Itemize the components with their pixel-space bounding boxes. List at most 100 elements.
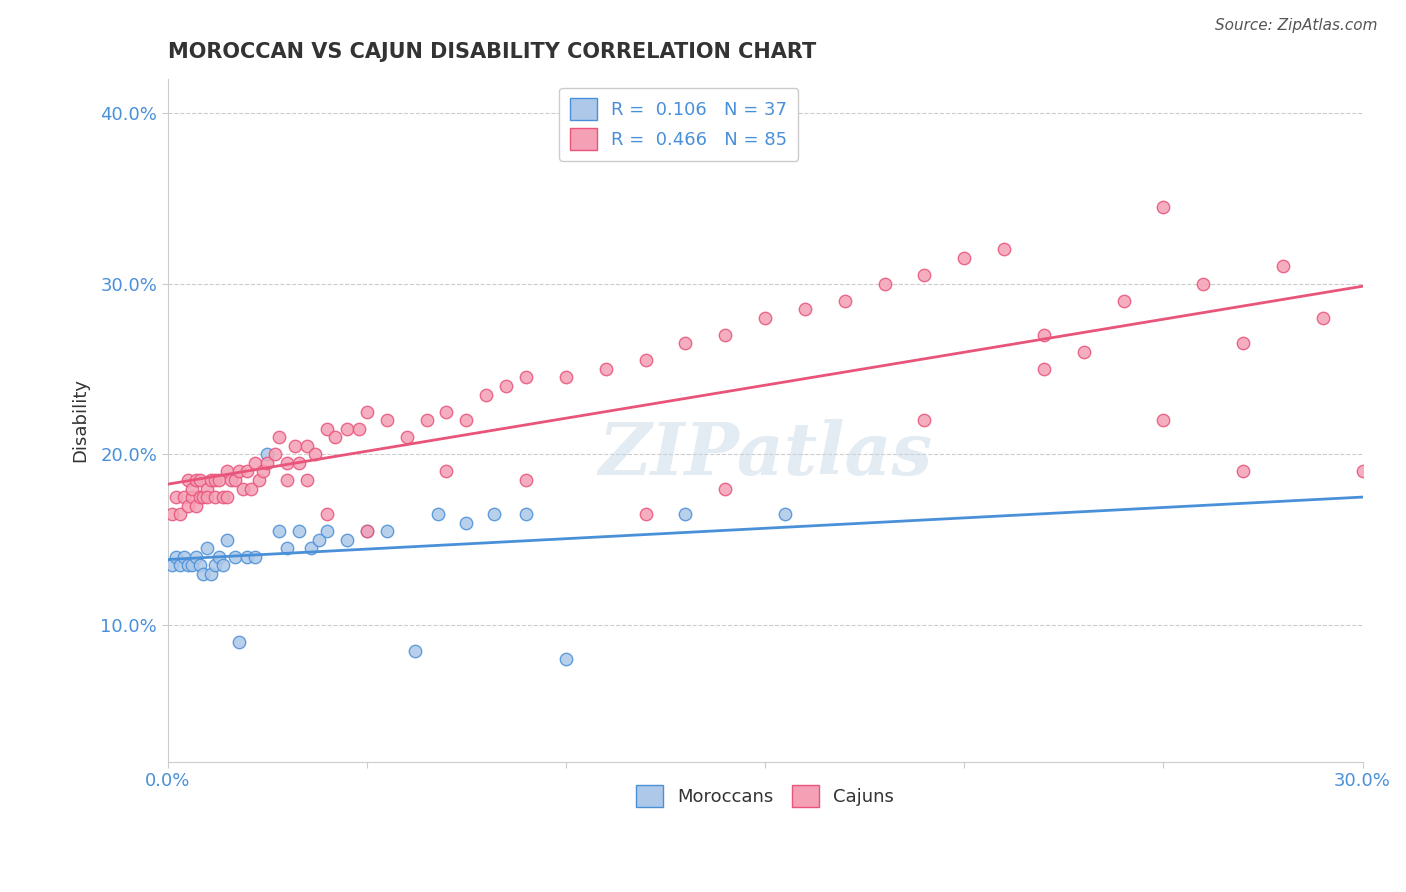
Cajuns	[295, 473, 318, 487]
Cajuns	[228, 464, 250, 478]
Moroccans	[316, 524, 339, 539]
Moroccans	[193, 566, 215, 581]
Cajuns	[208, 473, 231, 487]
Moroccans	[427, 507, 450, 521]
Moroccans	[184, 549, 207, 564]
Cajuns	[356, 524, 378, 539]
Cajuns	[1112, 293, 1135, 308]
Moroccans	[336, 533, 359, 547]
Cajuns	[634, 353, 657, 368]
Cajuns	[595, 362, 617, 376]
Moroccans	[276, 541, 298, 556]
Moroccans	[224, 549, 246, 564]
Moroccans	[269, 524, 291, 539]
Cajuns	[1312, 310, 1334, 325]
Moroccans	[356, 524, 378, 539]
Moroccans	[773, 507, 796, 521]
Moroccans	[200, 566, 222, 581]
Moroccans	[236, 549, 259, 564]
Cajuns	[415, 413, 437, 427]
Cajuns	[200, 473, 222, 487]
Cajuns	[256, 456, 278, 470]
Cajuns	[188, 473, 211, 487]
Cajuns	[165, 490, 187, 504]
Cajuns	[316, 507, 339, 521]
Cajuns	[284, 439, 307, 453]
Cajuns	[675, 336, 697, 351]
Cajuns	[252, 464, 274, 478]
Cajuns	[495, 379, 517, 393]
Cajuns	[993, 243, 1015, 257]
Cajuns	[714, 482, 737, 496]
Moroccans	[197, 541, 219, 556]
Moroccans	[217, 533, 239, 547]
Cajuns	[912, 413, 935, 427]
Cajuns	[336, 422, 359, 436]
Cajuns	[264, 447, 287, 461]
Cajuns	[204, 490, 226, 504]
Cajuns	[714, 327, 737, 342]
Cajuns	[184, 473, 207, 487]
Cajuns	[212, 490, 235, 504]
Cajuns	[395, 430, 418, 444]
Moroccans	[456, 516, 478, 530]
Cajuns	[634, 507, 657, 521]
Moroccans	[675, 507, 697, 521]
Cajuns	[197, 482, 219, 496]
Cajuns	[269, 430, 291, 444]
Cajuns	[160, 507, 183, 521]
Cajuns	[276, 473, 298, 487]
Cajuns	[232, 482, 254, 496]
Moroccans	[212, 558, 235, 573]
Cajuns	[754, 310, 776, 325]
Text: ZIPatlas: ZIPatlas	[598, 419, 932, 490]
Moroccans	[256, 447, 278, 461]
Cajuns	[217, 490, 239, 504]
Cajuns	[475, 387, 498, 401]
Cajuns	[247, 473, 270, 487]
Cajuns	[221, 473, 243, 487]
Cajuns	[515, 473, 537, 487]
Cajuns	[276, 456, 298, 470]
Cajuns	[295, 439, 318, 453]
Cajuns	[1192, 277, 1215, 291]
Cajuns	[288, 456, 311, 470]
Cajuns	[1032, 327, 1054, 342]
Cajuns	[217, 464, 239, 478]
Cajuns	[180, 482, 202, 496]
Cajuns	[1032, 362, 1054, 376]
Cajuns	[176, 473, 198, 487]
Cajuns	[180, 490, 202, 504]
Moroccans	[555, 652, 578, 666]
Moroccans	[375, 524, 398, 539]
Cajuns	[515, 370, 537, 384]
Cajuns	[1073, 344, 1095, 359]
Cajuns	[304, 447, 326, 461]
Cajuns	[184, 499, 207, 513]
Cajuns	[323, 430, 346, 444]
Cajuns	[1271, 260, 1294, 274]
Moroccans	[515, 507, 537, 521]
Moroccans	[299, 541, 322, 556]
Cajuns	[356, 404, 378, 418]
Cajuns	[1232, 464, 1254, 478]
Moroccans	[308, 533, 330, 547]
Cajuns	[245, 456, 267, 470]
Moroccans	[404, 644, 426, 658]
Moroccans	[160, 558, 183, 573]
Cajuns	[456, 413, 478, 427]
Cajuns	[375, 413, 398, 427]
Cajuns	[912, 268, 935, 282]
Cajuns	[188, 490, 211, 504]
Cajuns	[953, 251, 976, 265]
Moroccans	[176, 558, 198, 573]
Moroccans	[188, 558, 211, 573]
Cajuns	[436, 464, 458, 478]
Cajuns	[204, 473, 226, 487]
Cajuns	[873, 277, 896, 291]
Moroccans	[228, 635, 250, 649]
Cajuns	[236, 464, 259, 478]
Cajuns	[240, 482, 263, 496]
Cajuns	[834, 293, 856, 308]
Cajuns	[555, 370, 578, 384]
